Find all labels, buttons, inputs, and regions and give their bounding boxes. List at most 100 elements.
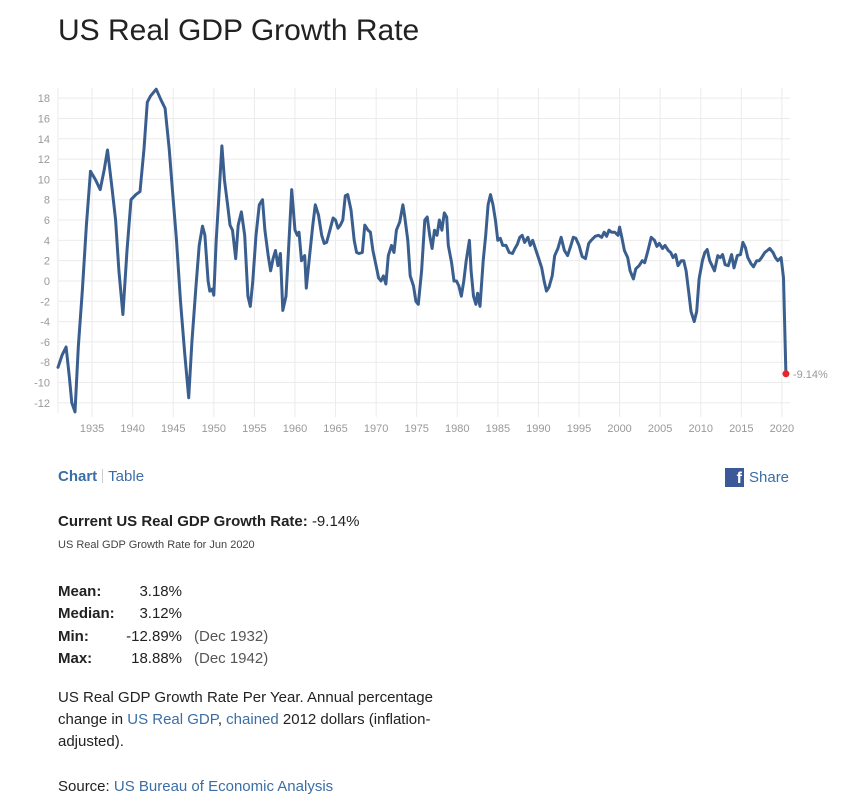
data-point [693,320,696,323]
data-point [387,254,390,257]
data-point [211,288,214,291]
stat-value: -12.89% [126,627,182,645]
data-point [638,264,641,267]
data-point [497,239,500,242]
data-point [234,257,237,260]
data-point [629,270,632,273]
data-point [523,241,526,244]
data-point [94,178,97,181]
data-point [703,251,706,254]
data-point [736,254,739,257]
y-tick-label: -4 [40,317,50,329]
data-point [750,262,753,265]
data-point [501,244,504,247]
data-point [187,396,190,399]
x-tick-label: 2000 [607,423,631,435]
data-point [527,236,530,239]
data-point [296,234,299,237]
stat-label: Mean: [58,582,102,600]
data-point [317,214,320,217]
data-point [139,190,142,193]
data-point [398,221,401,224]
data-point [537,256,540,259]
data-point [623,249,626,252]
y-tick-label: 0 [44,276,50,288]
data-point [329,229,332,232]
data-point [339,224,342,227]
data-point [548,286,551,289]
x-tick-label: 1965 [323,423,347,435]
data-point [412,285,415,288]
data-point [721,253,724,256]
data-point [417,303,420,306]
data-point [164,107,167,110]
x-tick-label: 1935 [80,423,104,435]
data-point [171,188,174,191]
data-point [249,305,252,308]
data-point [695,310,698,313]
y-tick-label: -8 [40,357,50,369]
data-point [475,303,478,306]
data-point [149,95,152,98]
data-point [229,224,232,227]
current-subtitle: US Real GDP Growth Rate for Jun 2020 [58,539,255,551]
data-point [572,236,575,239]
data-point [499,237,502,240]
data-point [557,247,560,250]
stat-date: (Dec 1942) [194,650,269,668]
current-label: Current US Real GDP Growth Rate: [58,513,308,530]
data-point [658,242,661,245]
data-point [584,257,587,260]
stats-table: Mean: 3.18% Median: 3.12% Min: -12.89% (… [58,580,268,670]
end-point-label: -9.14% [793,369,828,381]
data-point [643,261,646,264]
stat-row-max: Max: 18.88% (Dec 1942) [58,648,268,671]
us-real-gdp-link[interactable]: US Real GDP [127,711,218,728]
data-point [395,229,398,232]
data-point [251,280,254,283]
data-point [777,259,780,262]
data-point [367,229,370,232]
data-point [617,234,620,237]
y-tick-label: 18 [38,93,50,105]
x-tick-label: 2005 [648,423,672,435]
tab-table[interactable]: Table [108,468,145,485]
data-point [377,277,380,280]
data-point [610,231,613,234]
data-point [489,193,492,196]
source-link[interactable]: US Bureau of Economic Analysis [113,778,334,795]
data-point [369,231,372,234]
data-point [344,194,347,197]
data-point [406,239,409,242]
data-point [281,309,284,312]
data-point [409,275,412,278]
data-point [325,241,328,244]
page-title: US Real GDP Growth Rate [58,14,420,47]
share-button[interactable]: f Share [725,468,789,487]
data-point [221,145,224,148]
data-point [237,224,240,227]
data-point [669,251,672,254]
data-point [372,249,375,252]
x-tick-label: 1955 [242,423,266,435]
data-point [766,249,769,252]
tab-chart[interactable]: Chart [58,468,98,485]
data-point [455,280,458,283]
x-tick-label: 1990 [526,423,550,435]
x-tick-label: 1970 [364,423,388,435]
y-tick-label: 10 [38,174,50,186]
data-point [560,236,563,239]
data-point [468,239,471,242]
chained-link[interactable]: chained [226,711,279,728]
stat-value: 3.18% [139,582,182,600]
data-point [198,244,201,247]
data-point [653,239,656,242]
data-point [521,234,524,237]
data-point [511,252,514,255]
stat-label: Max: [58,650,93,668]
data-point [780,256,783,259]
data-point [553,254,556,257]
data-point [570,244,573,247]
data-point [460,295,463,298]
